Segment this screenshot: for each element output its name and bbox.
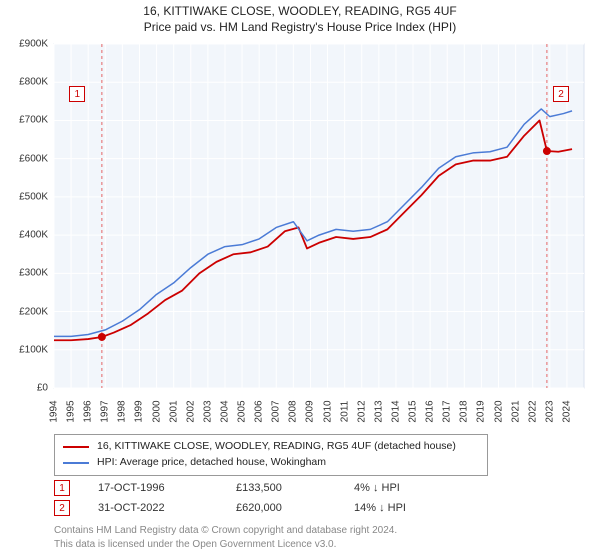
legend-text: 16, KITTIWAKE CLOSE, WOODLEY, READING, R…: [97, 439, 456, 455]
marker-date: 31-OCT-2022: [98, 502, 208, 514]
x-tick-label: 2019: [476, 400, 487, 422]
marker-label: 2: [553, 86, 569, 102]
x-tick-label: 2015: [408, 400, 419, 422]
legend-swatch: [63, 462, 89, 464]
x-tick-label: 1995: [66, 400, 77, 422]
x-tick-label: 2021: [510, 400, 521, 422]
marker-index-box: 1: [54, 480, 70, 496]
legend-text: HPI: Average price, detached house, Woki…: [97, 455, 326, 471]
x-tick-label: 2013: [373, 400, 384, 422]
marker-date: 17-OCT-1996: [98, 482, 208, 494]
x-tick-label: 1999: [134, 400, 145, 422]
x-tick-label: 2010: [322, 400, 333, 422]
y-tick-label: £300K: [4, 268, 48, 279]
y-tick-label: £700K: [4, 115, 48, 126]
x-tick-label: 1998: [117, 400, 128, 422]
x-tick-label: 2000: [151, 400, 162, 422]
marker-label: 1: [69, 86, 85, 102]
x-tick-label: 2008: [288, 400, 299, 422]
x-tick-label: 2020: [493, 400, 504, 422]
x-tick-label: 2014: [390, 400, 401, 422]
x-tick-label: 2016: [425, 400, 436, 422]
y-tick-label: £0: [4, 383, 48, 394]
footnote: Contains HM Land Registry data © Crown c…: [54, 524, 584, 551]
x-tick-label: 2011: [339, 401, 350, 423]
y-tick-label: £100K: [4, 344, 48, 355]
legend-row: HPI: Average price, detached house, Woki…: [63, 455, 479, 471]
chart-container: 16, KITTIWAKE CLOSE, WOODLEY, READING, R…: [0, 0, 600, 560]
marker-price: £133,500: [236, 482, 326, 494]
x-tick-label: 1996: [83, 400, 94, 422]
markers-table-row: 1 17-OCT-1996 £133,500 4% ↓ HPI: [54, 478, 406, 498]
markers-table-row: 2 31-OCT-2022 £620,000 14% ↓ HPI: [54, 498, 406, 518]
y-tick-label: £800K: [4, 77, 48, 88]
marker-delta: 4% ↓ HPI: [354, 482, 400, 494]
legend-box: 16, KITTIWAKE CLOSE, WOODLEY, READING, R…: [54, 434, 488, 476]
legend-swatch: [63, 446, 89, 448]
x-tick-label: 2009: [305, 400, 316, 422]
x-tick-label: 1997: [100, 400, 111, 422]
x-tick-label: 2002: [185, 400, 196, 422]
y-tick-label: £500K: [4, 191, 48, 202]
plot-svg: [0, 0, 600, 560]
x-tick-label: 2006: [254, 400, 265, 422]
marker-price: £620,000: [236, 502, 326, 514]
x-tick-label: 2018: [459, 400, 470, 422]
x-tick-label: 2005: [237, 400, 248, 422]
legend-row: 16, KITTIWAKE CLOSE, WOODLEY, READING, R…: [63, 439, 479, 455]
x-tick-label: 2024: [561, 400, 572, 422]
x-tick-label: 2023: [544, 400, 555, 422]
x-tick-label: 1994: [49, 400, 60, 422]
x-tick-label: 2007: [271, 400, 282, 422]
x-tick-label: 2003: [202, 400, 213, 422]
y-tick-label: £200K: [4, 306, 48, 317]
footnote-line-1: Contains HM Land Registry data © Crown c…: [54, 524, 584, 538]
x-tick-label: 2012: [356, 400, 367, 422]
x-tick-label: 2004: [219, 400, 230, 422]
marker-delta: 14% ↓ HPI: [354, 502, 406, 514]
markers-table: 1 17-OCT-1996 £133,500 4% ↓ HPI 2 31-OCT-2022…: [54, 478, 406, 518]
x-tick-label: 2022: [527, 400, 538, 422]
y-tick-label: £400K: [4, 230, 48, 241]
footnote-line-2: This data is licensed under the Open Gov…: [54, 538, 584, 552]
x-tick-label: 2017: [442, 400, 453, 422]
y-tick-label: £600K: [4, 153, 48, 164]
x-tick-label: 2001: [168, 400, 179, 422]
marker-index-box: 2: [54, 500, 70, 516]
y-tick-label: £900K: [4, 39, 48, 50]
